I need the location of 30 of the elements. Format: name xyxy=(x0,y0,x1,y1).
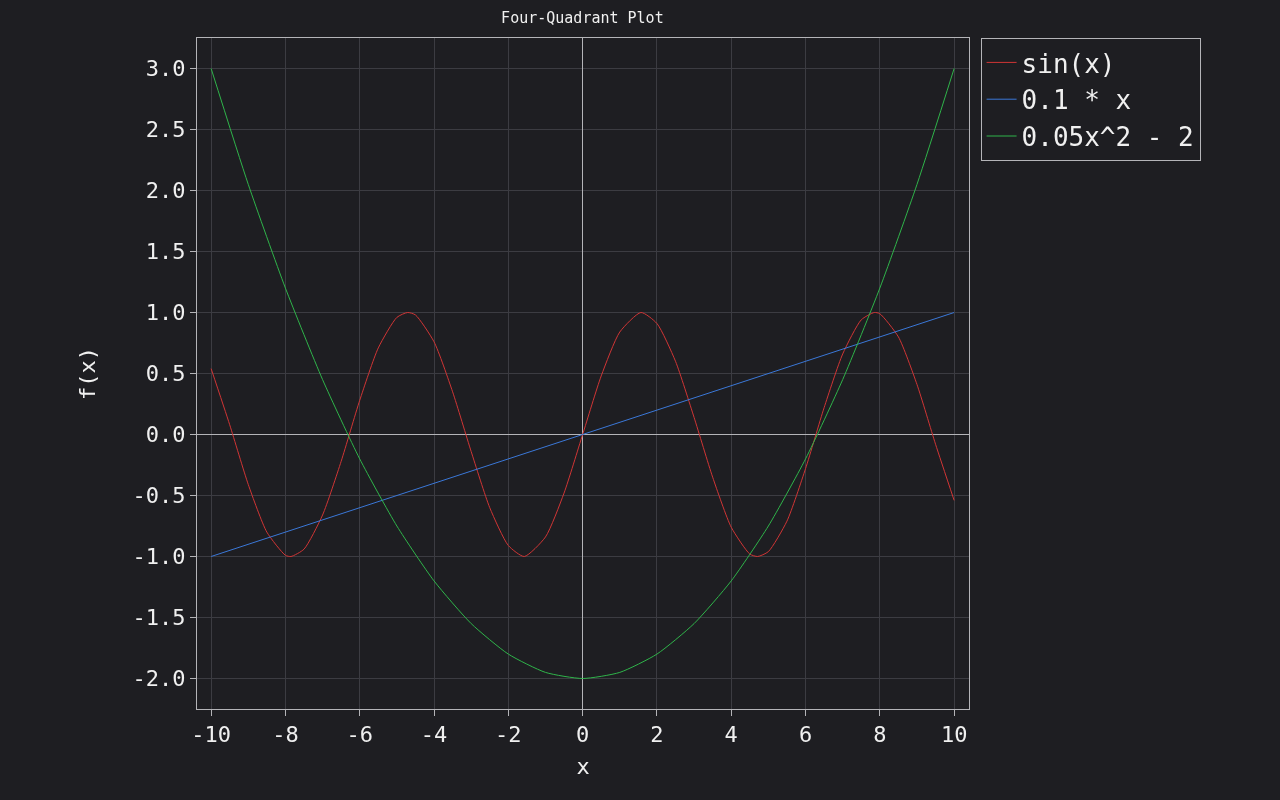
x-axis-title: x xyxy=(576,754,590,780)
x-tick-label: 8 xyxy=(873,722,887,748)
x-tick-label: 4 xyxy=(724,722,738,748)
chart-title: Four-Quadrant Plot xyxy=(501,8,664,27)
line-series xyxy=(210,312,955,557)
y-tick-label: 0.0 xyxy=(145,422,186,448)
line-series xyxy=(210,68,955,679)
x-tick-label: -2 xyxy=(495,722,522,748)
x-tick-label: -6 xyxy=(346,722,373,748)
x-tick-label: 0 xyxy=(576,722,590,748)
legend-label: 0.1 * x xyxy=(1021,85,1132,116)
x-tick-label: 2 xyxy=(650,722,664,748)
y-tick-label: 0.5 xyxy=(145,361,186,387)
x-tick-label: 10 xyxy=(940,722,968,748)
y-tick-label: -0.5 xyxy=(132,483,186,509)
y-tick-label: 1.0 xyxy=(145,300,186,326)
y-tick-label: -2.0 xyxy=(132,666,186,692)
y-tick-label: -1.0 xyxy=(132,544,186,570)
x-tick-label: -8 xyxy=(272,722,299,748)
x-tick-label: -10 xyxy=(191,722,231,748)
y-tick-label: -1.5 xyxy=(132,605,186,631)
y-tick-label: 2.0 xyxy=(145,178,186,204)
y-tick-label: 1.5 xyxy=(145,239,186,265)
x-tick-label: 6 xyxy=(798,722,813,748)
legend-label: 0.05x^2 - 2 xyxy=(1021,122,1194,153)
y-axis-title: f(x) xyxy=(75,347,101,400)
legend-label: sin(x) xyxy=(1021,48,1116,79)
y-tick-label: 2.5 xyxy=(145,117,186,143)
x-tick-label: -4 xyxy=(420,722,448,748)
y-tick-label: 3.0 xyxy=(145,56,186,82)
